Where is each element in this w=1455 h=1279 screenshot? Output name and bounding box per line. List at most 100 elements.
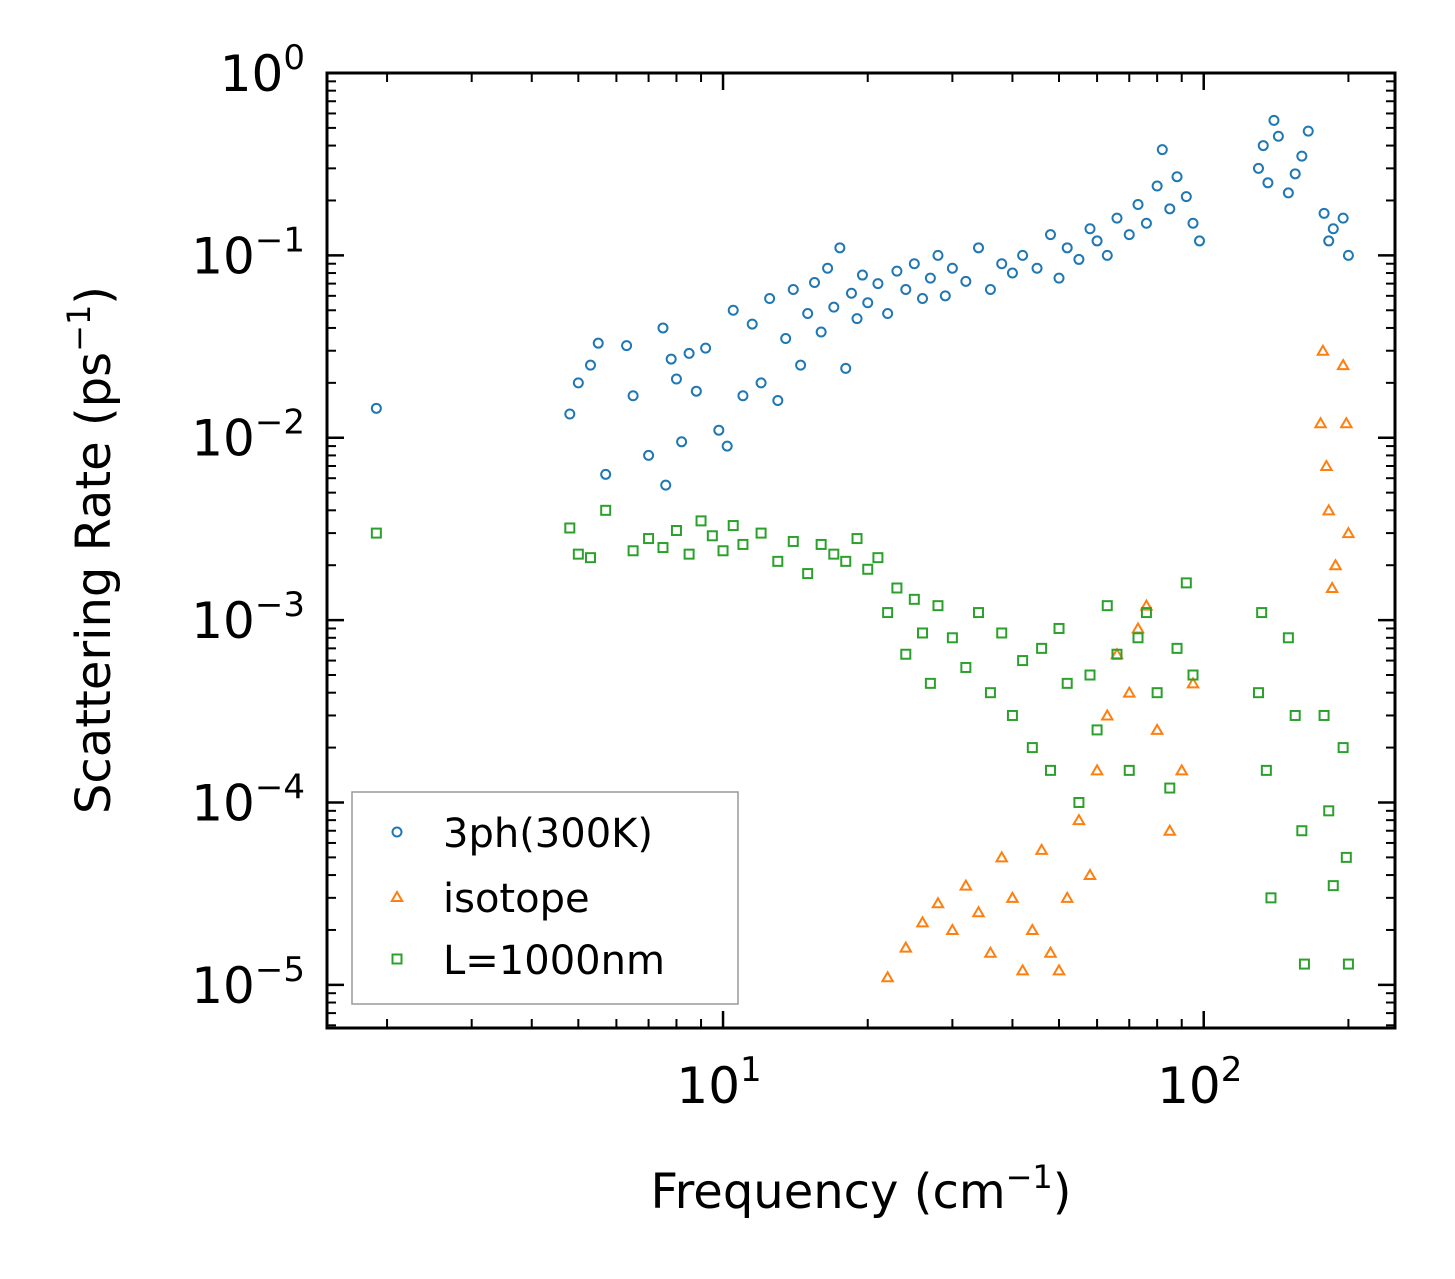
data-point — [585, 359, 597, 371]
data-point — [1017, 655, 1029, 667]
data-point — [815, 538, 827, 550]
data-point — [780, 333, 792, 345]
data-point — [695, 515, 707, 527]
data-point — [1005, 890, 1020, 903]
data-point — [737, 538, 749, 550]
data-point — [1101, 249, 1113, 261]
data-point — [1302, 125, 1314, 137]
data-point — [1337, 742, 1349, 754]
data-point — [1318, 709, 1330, 721]
data-point — [1313, 416, 1328, 429]
data-point — [370, 402, 382, 414]
legend-label-isotope: isotope — [443, 876, 590, 922]
data-point — [802, 308, 814, 320]
data-point — [828, 548, 840, 560]
data-point — [600, 468, 612, 480]
data-point — [600, 504, 612, 516]
data-point — [706, 530, 718, 542]
data-point — [834, 242, 846, 254]
legend-marker-3ph — [391, 826, 403, 838]
data-point — [1328, 558, 1343, 571]
data-point — [932, 249, 944, 261]
y-tick-label: 10−4 — [191, 767, 305, 832]
data-point — [1122, 685, 1137, 698]
data-point — [1101, 600, 1113, 612]
data-point — [1162, 823, 1177, 836]
data-point — [1090, 763, 1105, 776]
data-point — [1091, 724, 1103, 736]
data-point — [1194, 235, 1206, 247]
data-point — [592, 337, 604, 349]
tick-labels: 101 102 100 10−1 10−2 10−3 10−4 10−5 — [191, 38, 1242, 1115]
x-tick-label: 102 — [1157, 1050, 1242, 1115]
data-point — [755, 377, 767, 389]
data-point — [1319, 458, 1334, 471]
data-point — [1341, 526, 1356, 539]
data-point — [1164, 203, 1176, 215]
data-point — [1123, 764, 1135, 776]
data-point — [915, 915, 930, 928]
data-point — [1156, 144, 1168, 156]
data-point — [882, 607, 894, 619]
data-point — [1043, 945, 1058, 958]
data-point — [1298, 958, 1310, 970]
data-series — [370, 114, 1356, 983]
data-point — [772, 395, 784, 407]
data-point — [856, 269, 868, 281]
data-point — [1006, 267, 1018, 279]
data-point — [1053, 622, 1065, 634]
data-point — [1289, 168, 1301, 180]
data-point — [1252, 162, 1264, 174]
data-point — [683, 347, 695, 359]
data-point — [1071, 813, 1086, 826]
data-point — [984, 283, 996, 295]
data-point — [676, 436, 688, 448]
data-point — [1073, 796, 1085, 808]
data-point — [1140, 607, 1152, 619]
data-point — [1342, 958, 1354, 970]
data-point — [1296, 825, 1308, 837]
data-point — [572, 377, 584, 389]
data-point — [1061, 242, 1073, 254]
data-point — [845, 287, 857, 299]
data-point — [1132, 199, 1144, 211]
y-tick-label: 10−2 — [191, 403, 305, 468]
data-point — [840, 362, 852, 374]
data-point — [828, 301, 840, 313]
data-point — [1323, 805, 1335, 817]
data-point — [787, 535, 799, 547]
data-point — [1171, 642, 1183, 654]
series-l-1000nm — [370, 504, 1354, 970]
legend-box — [351, 791, 739, 1005]
data-point — [891, 582, 903, 594]
data-point — [1327, 880, 1339, 892]
data-point — [1111, 212, 1123, 224]
data-point — [872, 278, 884, 290]
data-point — [657, 542, 669, 554]
data-point — [787, 283, 799, 295]
data-point — [840, 555, 852, 567]
data-point — [946, 632, 958, 644]
data-point — [983, 945, 998, 958]
data-point — [924, 677, 936, 689]
data-point — [1111, 648, 1123, 660]
data-point — [1140, 217, 1152, 229]
data-point — [891, 265, 903, 277]
data-point — [862, 297, 874, 309]
data-point — [898, 940, 913, 953]
data-point — [994, 850, 1009, 863]
data-point — [1031, 262, 1043, 274]
data-point — [627, 390, 639, 402]
data-point — [960, 275, 972, 287]
data-point — [958, 878, 973, 891]
data-point — [882, 308, 894, 320]
data-point — [772, 555, 784, 567]
data-point — [1325, 581, 1340, 593]
data-point — [917, 293, 929, 305]
data-point — [1006, 709, 1018, 721]
data-point — [908, 593, 920, 605]
data-point — [1337, 212, 1349, 224]
data-point — [572, 548, 584, 560]
data-point — [1257, 140, 1269, 152]
